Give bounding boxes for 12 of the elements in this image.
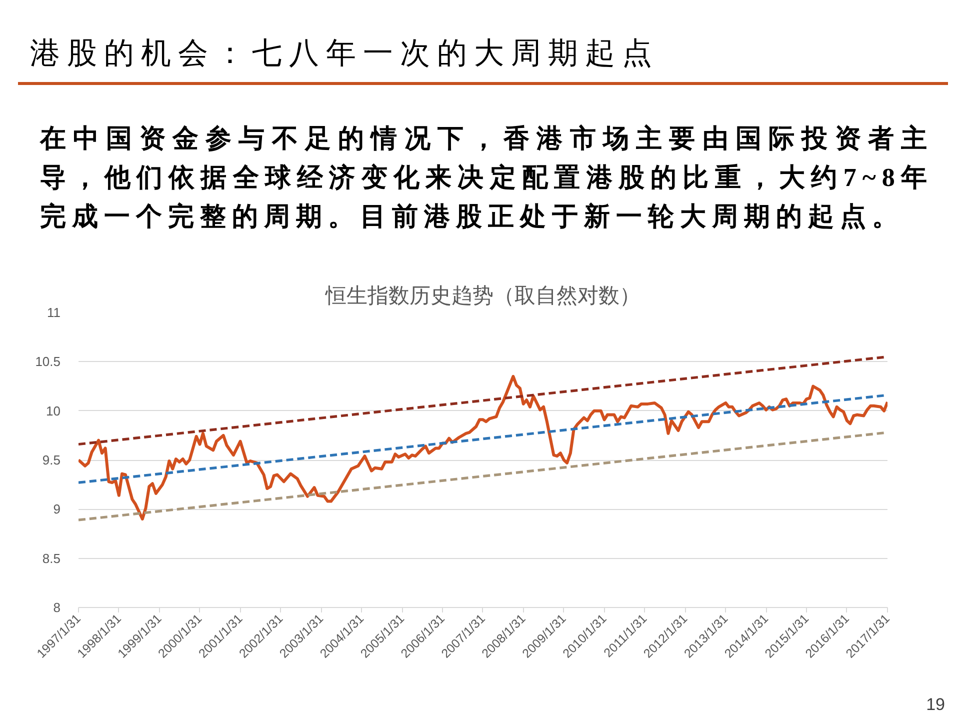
y-tick-label: 9 [53, 502, 61, 517]
y-tick-label: 11 [47, 305, 61, 320]
y-tick-label: 10 [46, 403, 61, 418]
y-tick-label: 9.5 [42, 452, 61, 468]
y-tick-label: 10.5 [35, 354, 61, 370]
chart-subtitle: 在中国资金参与不足的情况下，香港市场主要由国际投资者主导，他们依据全球经济变化来决定配置港股的比重，大约7~8年完成一个完整的周期。目前港股正处于新一轮大周期的起点。 [38, 123, 933, 233]
text: 恒生指数历史趋势（取自然对数） [324, 284, 640, 308]
text: 19 [925, 694, 945, 716]
y-tick-label: 8.5 [42, 550, 61, 566]
line-series [78, 374, 888, 520]
chart-title: 港股的机会：七八年一次的大周期起点 [18, 0, 948, 85]
y-tick-label: 8 [53, 600, 61, 615]
